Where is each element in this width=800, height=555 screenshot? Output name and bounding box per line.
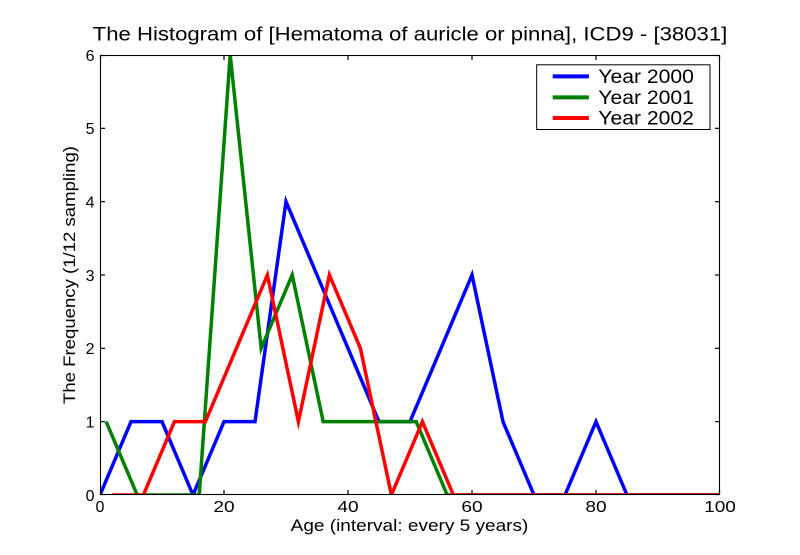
svg-text:20: 20: [213, 499, 234, 516]
svg-text:Age (interval: every 5 years): Age (interval: every 5 years): [291, 516, 529, 535]
svg-text:The Histogram of [Hematoma of: The Histogram of [Hematoma of auricle or…: [93, 25, 728, 46]
svg-text:1: 1: [86, 415, 95, 432]
svg-text:0: 0: [96, 499, 105, 516]
svg-text:100: 100: [704, 499, 736, 516]
svg-text:3: 3: [86, 268, 95, 285]
svg-text:4: 4: [86, 195, 95, 212]
svg-text:Year 2002: Year 2002: [598, 109, 694, 130]
svg-text:Year 2000: Year 2000: [598, 67, 694, 88]
svg-text:2: 2: [86, 341, 95, 358]
svg-text:80: 80: [585, 499, 606, 516]
svg-text:60: 60: [461, 499, 482, 516]
svg-text:Year 2001: Year 2001: [598, 88, 694, 109]
svg-text:0: 0: [86, 488, 95, 505]
svg-text:5: 5: [86, 121, 95, 138]
svg-text:The Frequency (1/12 sampling): The Frequency (1/12 sampling): [60, 146, 79, 404]
svg-text:40: 40: [337, 499, 358, 516]
svg-text:6: 6: [86, 48, 95, 65]
